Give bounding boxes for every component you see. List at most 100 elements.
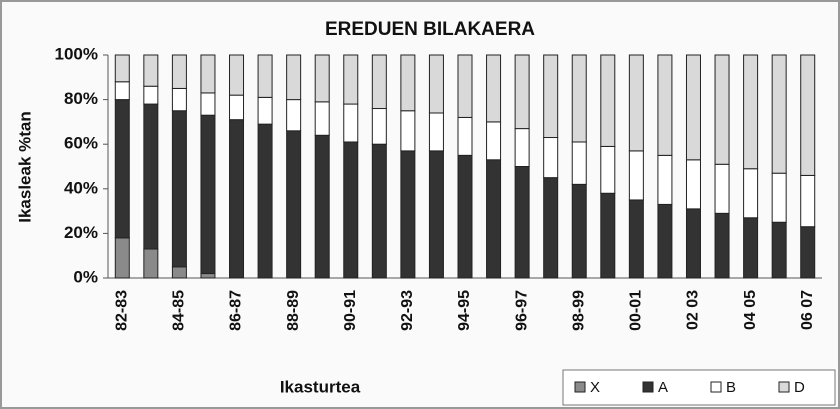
y-tick-label: 80%	[64, 89, 98, 108]
bar-segment	[486, 121, 502, 161]
bar-segment	[685, 54, 701, 161]
bar-segment	[486, 159, 502, 279]
chart-title: EREDUEN BILAKAERA	[325, 19, 535, 40]
bar-segment	[428, 112, 444, 152]
legend-box	[562, 369, 836, 406]
bar-segment	[314, 134, 330, 279]
bar-segment	[229, 94, 245, 121]
bar-segment	[200, 114, 216, 275]
y-tick-label: 0%	[73, 267, 98, 286]
legend-label: A	[658, 379, 668, 396]
bar-segment	[771, 54, 787, 174]
bar-segment	[400, 150, 416, 279]
bar-segment	[457, 116, 473, 156]
bar-segment	[171, 266, 187, 279]
bar-segment	[143, 85, 159, 105]
bar-segment	[628, 199, 644, 279]
bar-segment	[171, 54, 187, 89]
bar-segment	[229, 54, 245, 96]
x-tick-label: 00-01	[628, 290, 645, 331]
bar-segment	[514, 166, 530, 279]
bar-segment	[657, 54, 673, 156]
bar-segment	[343, 141, 359, 279]
bar-segment	[286, 99, 302, 132]
x-axis-label: Ikasturtea	[280, 377, 361, 396]
bar-segment	[200, 92, 216, 116]
bar-segment	[514, 128, 530, 167]
bar-segment	[628, 150, 644, 201]
bar-segment	[743, 217, 759, 279]
legend-label: D	[794, 379, 805, 396]
bar-segment	[771, 221, 787, 279]
bar-segment	[428, 54, 444, 114]
bar-segment	[257, 96, 273, 125]
legend-swatch	[574, 381, 586, 393]
legend-label: X	[590, 379, 600, 396]
bar-segment	[600, 145, 616, 194]
legend-label: B	[726, 379, 736, 396]
bar-segment	[800, 226, 816, 279]
bar-segment	[457, 154, 473, 279]
y-tick-label: 40%	[64, 178, 98, 197]
y-tick-label: 20%	[64, 223, 98, 242]
bar-segment	[800, 54, 816, 176]
x-tick-label: 86-87	[228, 290, 245, 331]
bar-segment	[600, 54, 616, 147]
bar-segment	[200, 54, 216, 94]
y-tick-label: 60%	[64, 134, 98, 153]
bar-segment	[543, 54, 559, 139]
x-tick-label: 90-91	[342, 290, 359, 331]
bar-segment	[371, 143, 387, 279]
x-tick-label: 88-89	[285, 290, 302, 331]
bar-segment	[114, 54, 130, 83]
bar-segment	[200, 273, 216, 279]
bar-segment	[143, 54, 159, 87]
x-tick-label: 82-83	[113, 290, 130, 331]
bar-segment	[371, 54, 387, 110]
bar-segment	[771, 172, 787, 223]
bar-segment	[714, 163, 730, 214]
bar-segment	[171, 110, 187, 268]
legend-swatch	[778, 381, 790, 393]
bar-segment	[657, 154, 673, 205]
bar-segment	[486, 54, 502, 123]
bar-segment	[514, 54, 530, 130]
x-tick-label: 94-95	[456, 290, 473, 331]
bar-segment	[714, 54, 730, 165]
bar-segment	[628, 54, 644, 152]
bar-segment	[800, 174, 816, 228]
legend-swatch	[642, 381, 654, 393]
x-tick-label: 92-93	[399, 290, 416, 331]
bar-segment	[400, 54, 416, 112]
x-tick-label: 84-85	[171, 290, 188, 331]
x-tick-label: 02 03	[685, 290, 702, 330]
bar-segment	[400, 110, 416, 152]
bar-segment	[114, 237, 130, 279]
legend-swatch	[710, 381, 722, 393]
y-tick-label: 100%	[55, 44, 98, 63]
bar-segment	[543, 177, 559, 279]
bar-segment	[371, 108, 387, 145]
y-axis-label: Ikasleak %tan	[15, 111, 34, 223]
bar-segment	[343, 54, 359, 105]
bar-segment	[600, 192, 616, 279]
bar-segment	[571, 54, 587, 143]
bar-segment	[571, 141, 587, 185]
bar-segment	[743, 168, 759, 219]
bar-segment	[743, 54, 759, 170]
bar-segment	[286, 130, 302, 279]
bar-segment	[143, 103, 159, 250]
bar-segment	[257, 123, 273, 279]
bar-segment	[114, 99, 130, 239]
bar-segment	[657, 203, 673, 279]
x-tick-label: 04 05	[742, 290, 759, 330]
x-tick-label: 98-99	[570, 290, 587, 331]
x-tick-label: 06 07	[799, 290, 816, 330]
bar-segment	[286, 54, 302, 101]
bar-segment	[685, 208, 701, 279]
bar-segment	[257, 54, 273, 98]
x-tick-label: 96-97	[513, 290, 530, 331]
bar-segment	[229, 119, 245, 279]
bar-segment	[457, 54, 473, 118]
